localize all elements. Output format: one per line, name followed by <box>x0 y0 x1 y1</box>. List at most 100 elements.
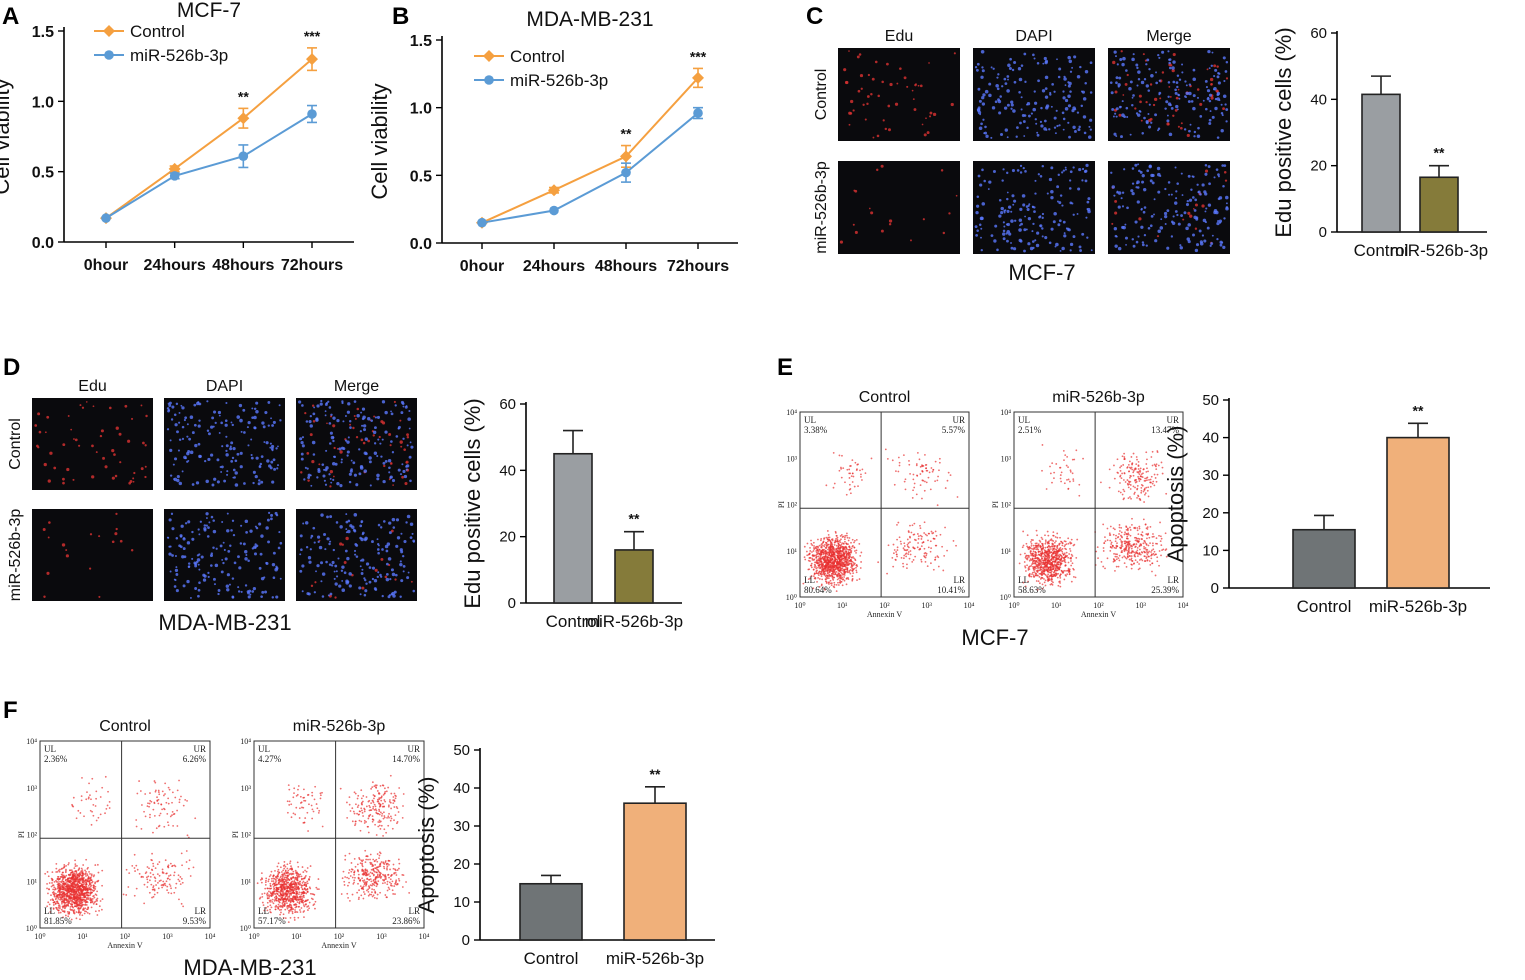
dapi-cell-dot <box>346 450 350 454</box>
flow-event-dot <box>1028 559 1031 562</box>
edu-cell-dot <box>894 102 899 106</box>
edu-cell-dot <box>1152 103 1156 107</box>
flow-event-dot <box>1054 575 1057 577</box>
dapi-cell-dot <box>974 225 978 229</box>
flow-event-dot <box>833 482 836 485</box>
flow-event-dot <box>1052 581 1054 584</box>
flow-event-dot <box>1129 476 1131 479</box>
dapi-cell-dot <box>1166 114 1169 117</box>
dapi-cell-dot <box>1139 170 1143 174</box>
dapi-cell-dot <box>219 544 223 548</box>
row-label: Control <box>7 418 24 470</box>
dapi-cell-dot <box>1026 207 1030 212</box>
dapi-cell-dot <box>313 541 316 544</box>
dapi-cell-dot <box>1174 201 1178 205</box>
flow-event-dot <box>1033 559 1036 562</box>
flow-event-dot <box>923 532 926 534</box>
flow-event-dot <box>1059 536 1061 539</box>
dapi-cell-dot <box>1084 179 1088 183</box>
flow-event-dot <box>848 477 851 479</box>
flow-event-dot <box>810 564 813 567</box>
dapi-cell-dot <box>410 445 414 449</box>
dapi-cell-dot <box>1008 232 1012 236</box>
flow-event-dot <box>85 875 87 877</box>
flow-event-dot <box>1037 557 1040 560</box>
flow-event-dot <box>1070 538 1073 541</box>
edu-cell-dot <box>102 456 105 460</box>
edu-cell-dot <box>923 133 927 137</box>
dapi-cell-dot <box>408 427 411 430</box>
flow-event-dot <box>1138 540 1140 543</box>
dapi-cell-dot <box>279 577 282 580</box>
flow-event-dot <box>919 484 922 487</box>
flow-event-dot <box>1047 534 1050 537</box>
dapi-cell-dot <box>172 463 175 466</box>
dapi-cell-dot <box>1194 198 1198 202</box>
flow-event-dot <box>909 553 912 556</box>
dapi-cell-dot <box>1088 135 1092 139</box>
dapi-cell-dot <box>1041 216 1044 219</box>
flow-event-dot <box>1152 552 1155 555</box>
flow-event-dot <box>825 552 828 555</box>
flow-event-dot <box>924 533 927 536</box>
flow-event-dot <box>830 561 833 564</box>
flow-event-dot <box>1041 559 1043 561</box>
flow-event-dot <box>839 558 841 561</box>
dapi-cell-dot <box>1062 128 1065 131</box>
flow-event-dot <box>891 556 894 559</box>
dapi-cell-dot <box>1217 220 1220 223</box>
dapi-cell-dot <box>388 531 392 535</box>
flow-event-dot <box>896 523 898 526</box>
dapi-cell-dot <box>975 68 979 72</box>
flow-event-dot <box>1129 526 1131 529</box>
dapi-cell-dot <box>1058 219 1062 223</box>
dapi-cell-dot <box>1064 98 1069 103</box>
dapi-cell-dot <box>405 468 408 471</box>
dapi-cell-dot <box>174 568 179 573</box>
flow-event-dot <box>1058 575 1061 577</box>
flow-event-dot <box>1123 490 1126 493</box>
flow-event-dot <box>826 530 829 532</box>
flow-event-dot <box>833 548 835 551</box>
column-header: Merge <box>334 378 379 395</box>
dapi-cell-dot <box>210 515 214 519</box>
flow-event-dot <box>822 544 824 547</box>
flow-event-dot <box>831 538 834 541</box>
dapi-cell-dot <box>217 592 220 596</box>
flow-event-dot <box>1156 556 1159 559</box>
dapi-cell-dot <box>1024 80 1027 84</box>
quadrant-label: LR <box>1167 575 1179 585</box>
flow-event-dot <box>1022 581 1025 584</box>
dapi-cell-dot <box>202 573 206 577</box>
dapi-cell-dot <box>1010 103 1014 107</box>
flow-event-dot <box>914 555 917 558</box>
micrograph-panel <box>838 48 960 141</box>
edu-cell-dot <box>903 76 907 80</box>
flow-event-dot <box>911 524 914 527</box>
dapi-cell-dot <box>324 548 327 551</box>
flow-event-dot <box>855 551 857 554</box>
dapi-cell-dot <box>1012 247 1017 251</box>
dapi-cell-dot <box>191 537 195 541</box>
flow-event-dot <box>916 546 919 549</box>
edu-cell-dot <box>1222 107 1226 111</box>
dapi-cell-dot <box>388 466 391 470</box>
edu-cell-dot <box>880 164 884 168</box>
edu-cell-dot <box>867 73 870 77</box>
flow-event-dot <box>1144 560 1147 562</box>
dapi-cell-dot <box>195 481 200 485</box>
flow-event-dot <box>811 557 814 560</box>
x-tick-label: 0hour <box>84 257 128 274</box>
dapi-cell-dot <box>178 438 182 441</box>
flow-event-dot <box>1147 486 1150 489</box>
flow-event-dot <box>841 454 843 457</box>
dapi-cell-dot <box>250 453 253 457</box>
dapi-cell-dot <box>360 521 363 524</box>
flow-event-dot <box>1065 551 1068 554</box>
dapi-cell-dot <box>1114 112 1117 115</box>
dapi-cell-dot <box>381 438 384 441</box>
flow-event-dot <box>833 555 836 558</box>
dapi-cell-dot <box>1003 77 1007 81</box>
dapi-cell-dot <box>1032 222 1035 226</box>
